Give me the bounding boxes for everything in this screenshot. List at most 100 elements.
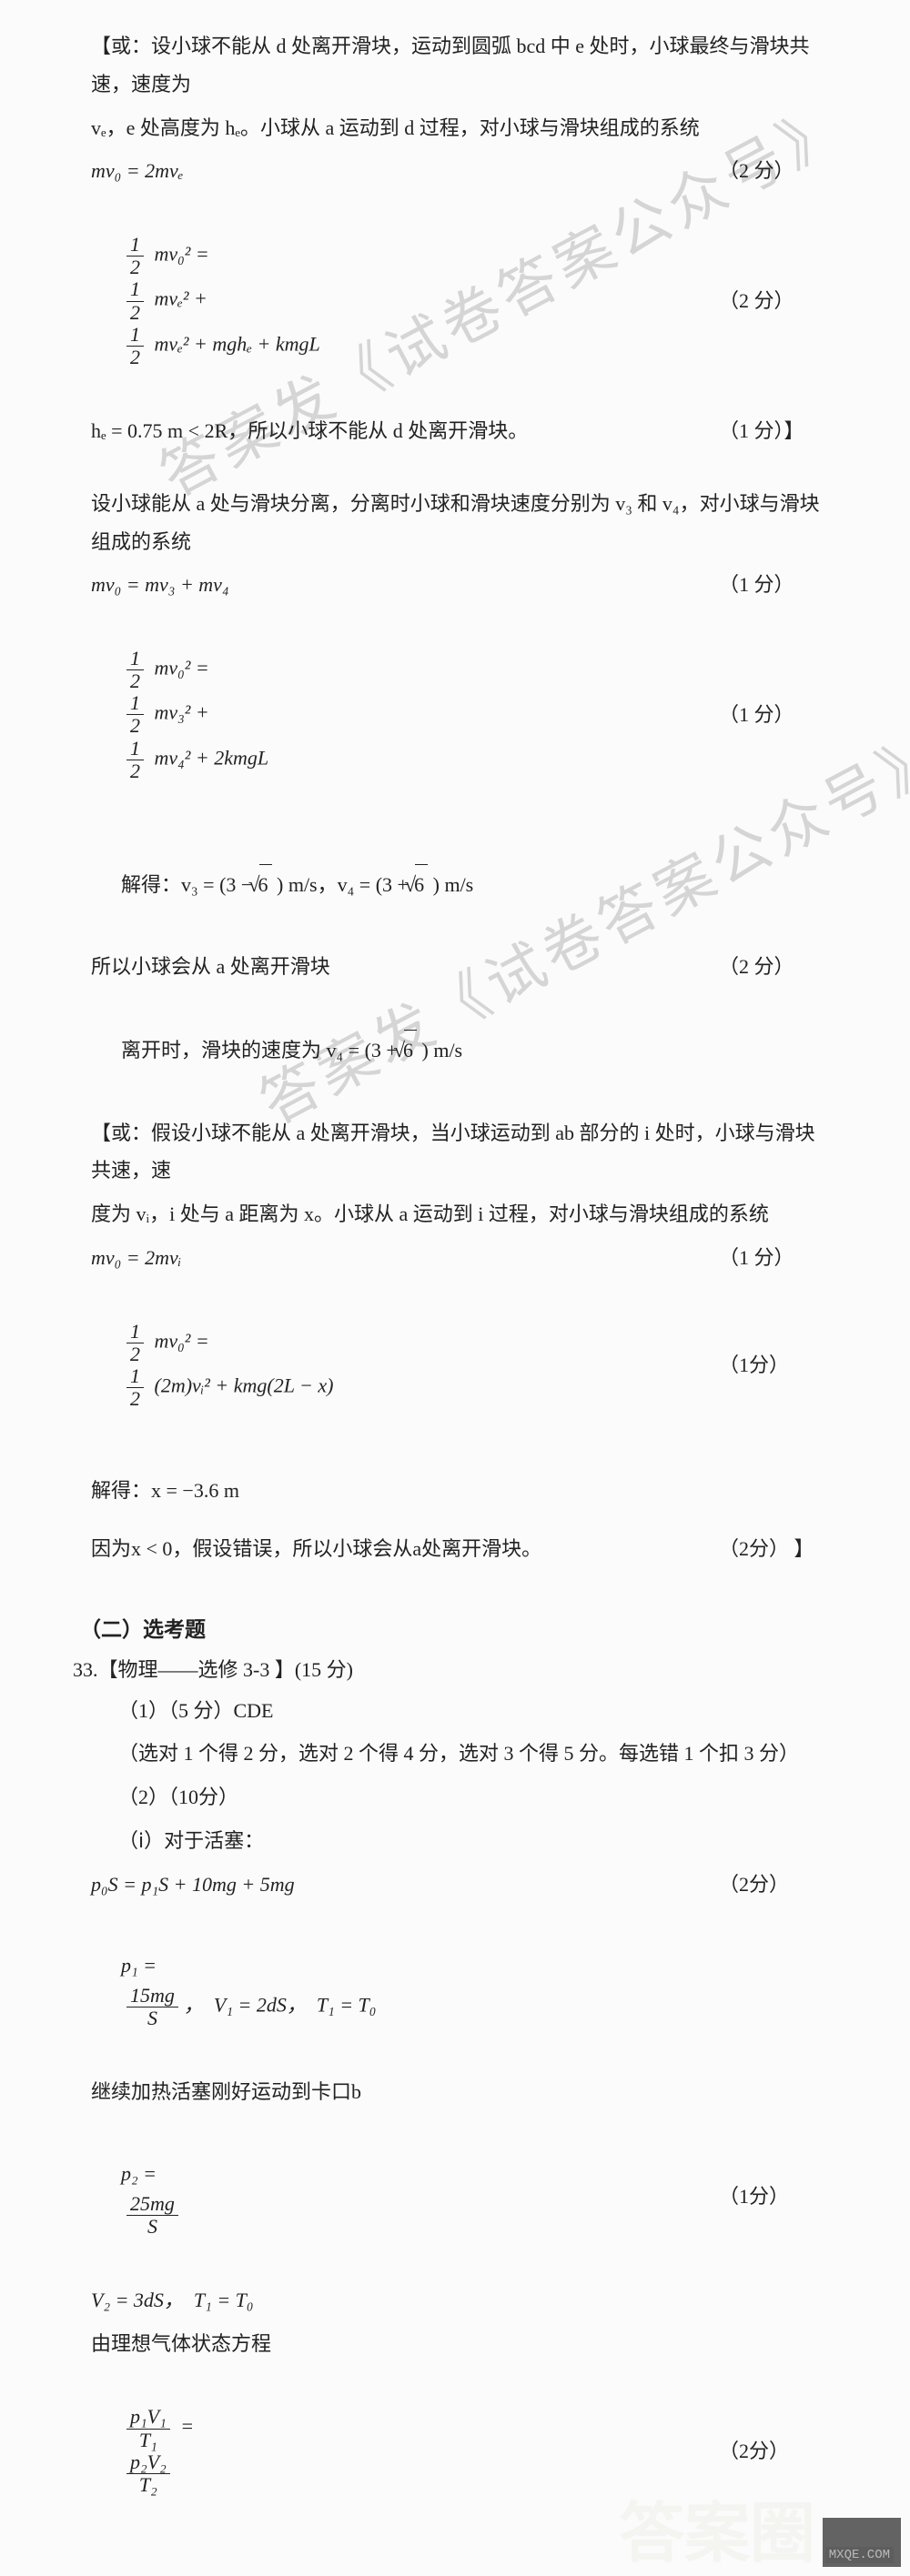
- frac-num: 1: [126, 278, 144, 301]
- frac-num: 1: [126, 1321, 144, 1343]
- frac-num: p₁V₁: [126, 2406, 170, 2429]
- eq-part: mv₀² =: [149, 1329, 214, 1352]
- equation: 1 2 mv₀² = 1 2 mvₑ² + 1 2 mvₑ² + mghₑ + …: [91, 196, 320, 407]
- frac-num: 25mg: [126, 2193, 178, 2216]
- para-line: hₑ = 0.75 m < 2R，所以小球不能从 d 处离开滑块。 （1 分）】: [91, 412, 828, 450]
- fraction: 1 2: [126, 324, 144, 368]
- para-line: 解得：x = −3.6 m: [91, 1472, 828, 1510]
- text: 解得：x = −3.6 m: [91, 1472, 239, 1510]
- para-line: 离开时，滑块的速度为 v₄ = (3 + 6 ) m/s: [91, 991, 828, 1108]
- answer-line: （1）（5 分）CDE: [91, 1692, 828, 1730]
- equation: mv₀ = 2mvᵢ: [91, 1239, 181, 1277]
- fraction: 1 2: [126, 1321, 144, 1365]
- fraction: 1 2: [126, 692, 144, 737]
- eq-part: mv₃² +: [149, 701, 214, 724]
- spacer: [91, 1454, 828, 1466]
- equation-line: p₂ = 25mg S （1分）: [91, 2117, 828, 2276]
- equation-line: mv₀ = 2mvₑ （2 分）: [91, 152, 828, 190]
- page: 答案发《试卷答案公众号》 答案发《试卷答案公众号》 【或：设小球不能从 d 处离…: [0, 0, 910, 2576]
- text: 由理想气体状态方程: [91, 2325, 271, 2363]
- spacer: [91, 1515, 828, 1524]
- eq-part: mvₑ² + mghₑ + kmgL: [149, 332, 320, 355]
- equation-line: 1 2 mv₀² = 1 2 mvₑ² + 1 2 mvₑ² + mghₑ + …: [91, 196, 828, 407]
- frac-den: T₁: [136, 2430, 161, 2451]
- frac-num: 1: [126, 1365, 144, 1388]
- text: hₑ = 0.75 m < 2R，所以小球不能从 d 处离开滑块。: [91, 412, 528, 450]
- frac-num: 1: [126, 324, 144, 347]
- text: 【或：假设小球不能从 a 处离开滑块，当小球运动到 ab 部分的 i 处时，小球…: [91, 1114, 828, 1191]
- equation-line: mv₀ = 2mvᵢ （1 分）: [91, 1239, 828, 1277]
- score: （1 分）】: [719, 412, 828, 450]
- score: （1分）: [719, 1346, 828, 1384]
- score: （1 分）: [719, 566, 828, 604]
- text: 度为 vᵢ，i 处与 a 距离为 x。小球从 a 运动到 i 过程，对小球与滑块…: [91, 1195, 769, 1233]
- fraction: p₂V₂ T₂: [126, 2451, 170, 2496]
- para-line: 由理想气体状态方程: [91, 2325, 828, 2363]
- text-part: ) m/s，v₄ = (3 +: [272, 873, 414, 896]
- section-title: （二）选考题: [80, 1612, 828, 1643]
- para-line: 解得：v₃ = (3 − 6 ) m/s，v₄ = (3 + 6 ) m/s: [91, 826, 828, 942]
- frac-den: T₂: [136, 2474, 161, 2496]
- fraction: p₁V₁ T₁: [126, 2406, 170, 2450]
- frac-num: 1: [126, 648, 144, 670]
- text: （2）（10分）: [118, 1778, 238, 1816]
- para-line: 所以小球会从 a 处离开滑块 （2 分）: [91, 948, 828, 986]
- equation: 1 2 mv₀² = 1 2 mv₃² + 1 2 mv₄² + 2kmgL: [91, 609, 268, 820]
- eq-part: ， V₁ = 2dS， T₁ = T₀: [184, 1994, 377, 2017]
- frac-den: 2: [126, 760, 144, 782]
- equation: p₁V₁ T₁ = p₂V₂ T₂: [91, 2369, 199, 2534]
- sqrt: 6: [404, 1030, 417, 1071]
- sqrt: 6: [259, 864, 272, 905]
- frac-num: 15mg: [126, 1985, 178, 2007]
- fraction: 1 2: [126, 234, 144, 278]
- frac-den: 2: [126, 1343, 144, 1365]
- equation: 1 2 mv₀² = 1 2 (2m)vᵢ² + kmg(2L − x): [91, 1283, 333, 1448]
- frac-den: 2: [126, 715, 144, 737]
- frac-den: S: [144, 2216, 161, 2238]
- text-part: ) m/s: [428, 873, 473, 896]
- answer-note: （选对 1 个得 2 分，选对 2 个得 4 分，选对 3 个得 5 分。每选错…: [91, 1735, 828, 1773]
- eq-part: mv₀² =: [149, 657, 214, 679]
- para-line: 设小球能从 a 处与滑块分离，分离时小球和滑块速度分别为 v₃ 和 v₄，对小球…: [91, 485, 828, 561]
- fraction: 1 2: [126, 648, 144, 692]
- text: 【或：设小球不能从 d 处离开滑块，运动到圆弧 bcd 中 e 处时，小球最终与…: [91, 27, 828, 104]
- equation: p₀S = p₁S + 10mg + 5mg: [91, 1866, 295, 1904]
- text: （选对 1 个得 2 分，选对 2 个得 4 分，选对 3 个得 5 分。每选错…: [118, 1735, 799, 1773]
- equation-line: 1 2 mv₀² = 1 2 mv₃² + 1 2 mv₄² + 2kmgL （…: [91, 609, 828, 820]
- frac-num: 1: [126, 738, 144, 760]
- text: 因为x < 0，假设错误，所以小球会从a处离开滑块。: [91, 1530, 541, 1568]
- para-line: 【或：设小球不能从 d 处离开滑块，运动到圆弧 bcd 中 e 处时，小球最终与…: [91, 27, 828, 104]
- equation: p₂ = 25mg S: [91, 2117, 184, 2276]
- eq-part: p₂ =: [121, 2162, 162, 2185]
- eq-part: mv₄² + 2kmgL: [149, 746, 268, 769]
- para-line: 度为 vᵢ，i 处与 a 距离为 x。小球从 a 运动到 i 过程，对小球与滑块…: [91, 1195, 828, 1233]
- text: 所以小球会从 a 处离开滑块: [91, 948, 330, 986]
- text: 离开时，滑块的速度为 v₄ = (3 + 6 ) m/s: [91, 991, 462, 1108]
- eq-part: mvₑ² +: [149, 287, 212, 310]
- corner-site: MXQE.COM: [825, 2547, 894, 2563]
- equation-line: p₁ = 15mg S ， V₁ = 2dS， T₁ = T₀: [91, 1909, 828, 2068]
- text: vₑ，e 处高度为 hₑ。小球从 a 运动到 d 过程，对小球与滑块组成的系统: [91, 109, 700, 147]
- sqrt: 6: [415, 864, 428, 905]
- corner-text: 答案圈: [619, 2501, 815, 2567]
- frac-den: 2: [126, 257, 144, 278]
- score: （2 分）: [719, 948, 828, 986]
- fraction: 1 2: [126, 738, 144, 782]
- score: （2 分）: [719, 152, 828, 190]
- answer-line: （2）（10分）: [91, 1778, 828, 1816]
- text: 继续加热活塞刚好运动到卡口b: [91, 2073, 361, 2111]
- text-part: ) m/s: [417, 1039, 462, 1062]
- frac-den: S: [144, 2007, 161, 2029]
- eq-part: (2m)vᵢ² + kmg(2L − x): [149, 1374, 333, 1397]
- frac-den: 2: [126, 347, 144, 368]
- equation-line: p₀S = p₁S + 10mg + 5mg （2分）: [91, 1866, 828, 1904]
- score: （1 分）: [719, 696, 828, 734]
- eq-part: p₁ =: [121, 1954, 162, 1977]
- text: V₂ = 3dS， T₁ = T₀: [91, 2281, 254, 2319]
- answer-line: （ⅰ）对于活塞：: [91, 1822, 828, 1860]
- frac-den: 2: [126, 670, 144, 692]
- para-line: 【或：假设小球不能从 a 处离开滑块，当小球运动到 ab 部分的 i 处时，小球…: [91, 1114, 828, 1191]
- equation-line: 1 2 mv₀² = 1 2 (2m)vᵢ² + kmg(2L − x) （1分…: [91, 1283, 828, 1448]
- equation: p₁ = 15mg S ， V₁ = 2dS， T₁ = T₀: [91, 1909, 376, 2068]
- question-title: 33.【物理——选修 3-3 】(15 分): [73, 1654, 828, 1683]
